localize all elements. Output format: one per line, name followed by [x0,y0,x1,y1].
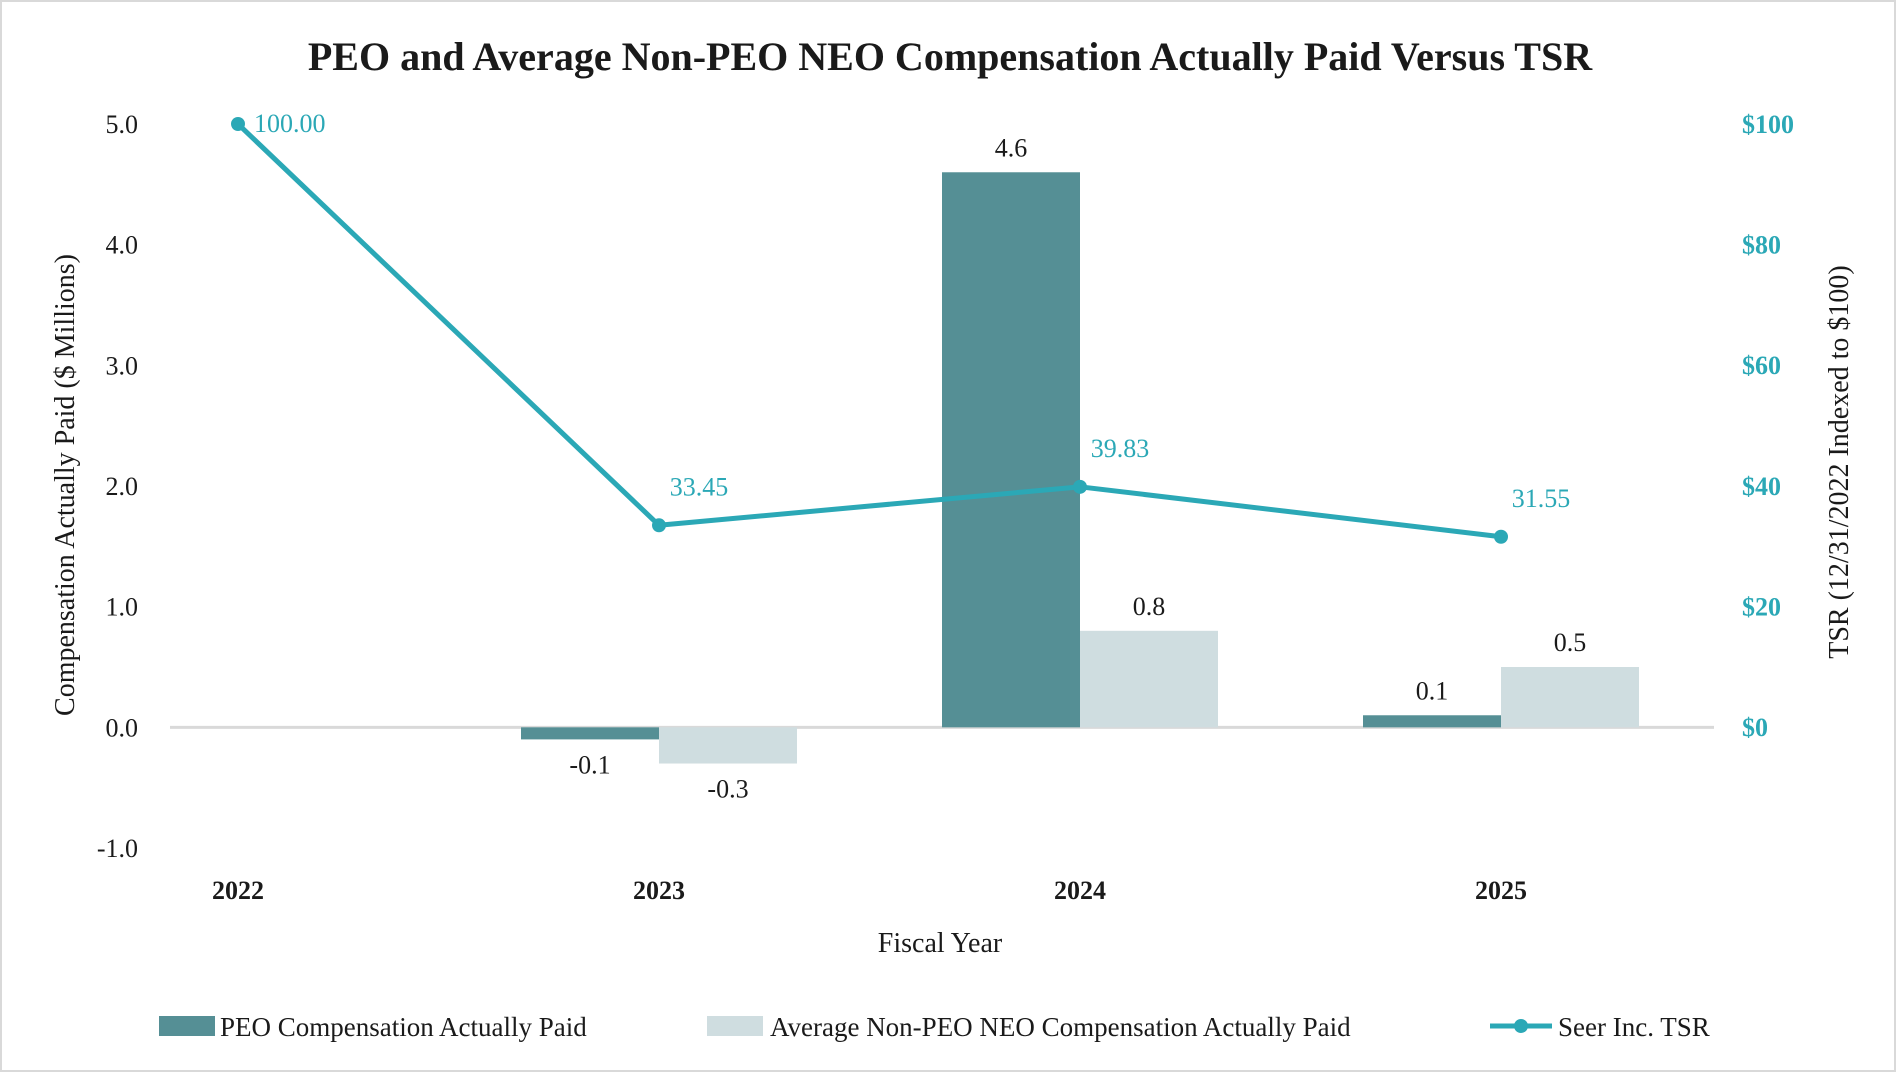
x-tick-label: 2022 [212,876,264,905]
bar-data-label: 0.5 [1554,628,1587,657]
x-tick-label: 2025 [1475,876,1527,905]
y2-tick-label: $40 [1742,472,1781,501]
tsr-data-label: 31.55 [1512,484,1571,513]
y-tick-label: 4.0 [106,231,139,260]
legend-swatch [159,1016,215,1036]
tsr-point-2023 [652,518,666,533]
tsr-point-2022 [231,117,245,131]
bar-data-label: -0.3 [707,775,748,804]
y-axis-label: Compensation Actually Paid ($ Millions) [50,254,81,716]
y2-tick-label: $80 [1742,231,1781,260]
legend-label: Average Non-PEO NEO Compensation Actuall… [770,1012,1351,1042]
non-peo-bar-2023 [659,727,797,764]
x-tick-label: 2024 [1054,876,1106,905]
non-peo-bar-2025 [1501,667,1639,728]
bar-data-label: 4.6 [995,133,1028,162]
peo-bar-2024 [942,172,1080,728]
legend: PEO Compensation Actually Paid Average No… [159,1012,1710,1042]
legend-label: Seer Inc. TSR [1558,1012,1710,1042]
y-tick-label: 0.0 [106,713,139,742]
x-tick-label: 2023 [633,876,685,905]
bars-layer [521,172,1639,764]
tsr-line [236,122,1502,540]
y-tick-label: 5.0 [106,110,139,139]
y-tick-label: 3.0 [106,351,139,380]
bar-data-label: 0.8 [1133,592,1166,621]
bar-data-label: -0.1 [569,750,610,779]
x-axis-label: Fiscal Year [878,928,1003,959]
tsr-data-label: 100.00 [254,109,326,138]
non-peo-bar-2024 [1080,630,1218,728]
y2-axis-ticks: $100 $80 $60 $40 $20 $0 [1742,110,1794,742]
peo-bar-2023 [521,727,659,740]
chart-title: PEO and Average Non-PEO NEO Compensation… [308,34,1593,79]
bar-labels-layer: -0.1 4.6 0.1 -0.3 0.8 0.5 [569,133,1586,803]
legend-swatch-marker [1514,1019,1528,1033]
tsr-data-label: 33.45 [670,472,729,501]
tsr-point-2025 [1494,529,1508,544]
legend-label: PEO Compensation Actually Paid [220,1012,587,1042]
tsr-data-label: 39.83 [1091,434,1150,463]
bar-data-label: 0.1 [1416,676,1449,705]
y2-tick-label: $60 [1742,351,1781,380]
legend-swatch [707,1016,763,1036]
y2-tick-label: $0 [1742,713,1768,742]
y2-tick-label: $20 [1742,592,1781,621]
y-tick-label: 1.0 [106,593,139,622]
y2-tick-label: $100 [1742,110,1794,139]
x-axis-ticks: 2022 2023 2024 2025 [212,876,1527,905]
y-tick-label: -1.0 [97,834,138,863]
y-tick-label: 2.0 [106,472,139,501]
tsr-point-2024 [1073,479,1087,494]
tsr-line-layer: 100.00 33.45 39.83 31.55 [231,109,1570,544]
y-axis-ticks: 5.0 4.0 3.0 2.0 1.0 0.0 -1.0 [97,110,138,863]
y2-axis-label: TSR (12/31/2022 Indexed to $100) [1824,265,1855,659]
peo-bar-2025 [1363,715,1501,728]
